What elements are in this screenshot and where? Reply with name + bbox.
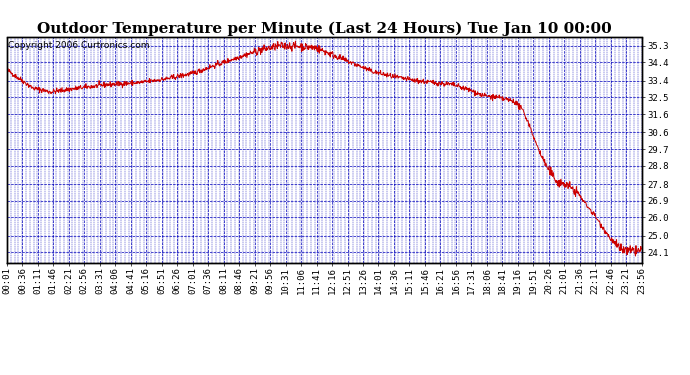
Text: Copyright 2006 Curtronics.com: Copyright 2006 Curtronics.com (8, 41, 150, 50)
Title: Outdoor Temperature per Minute (Last 24 Hours) Tue Jan 10 00:00: Outdoor Temperature per Minute (Last 24 … (37, 22, 611, 36)
